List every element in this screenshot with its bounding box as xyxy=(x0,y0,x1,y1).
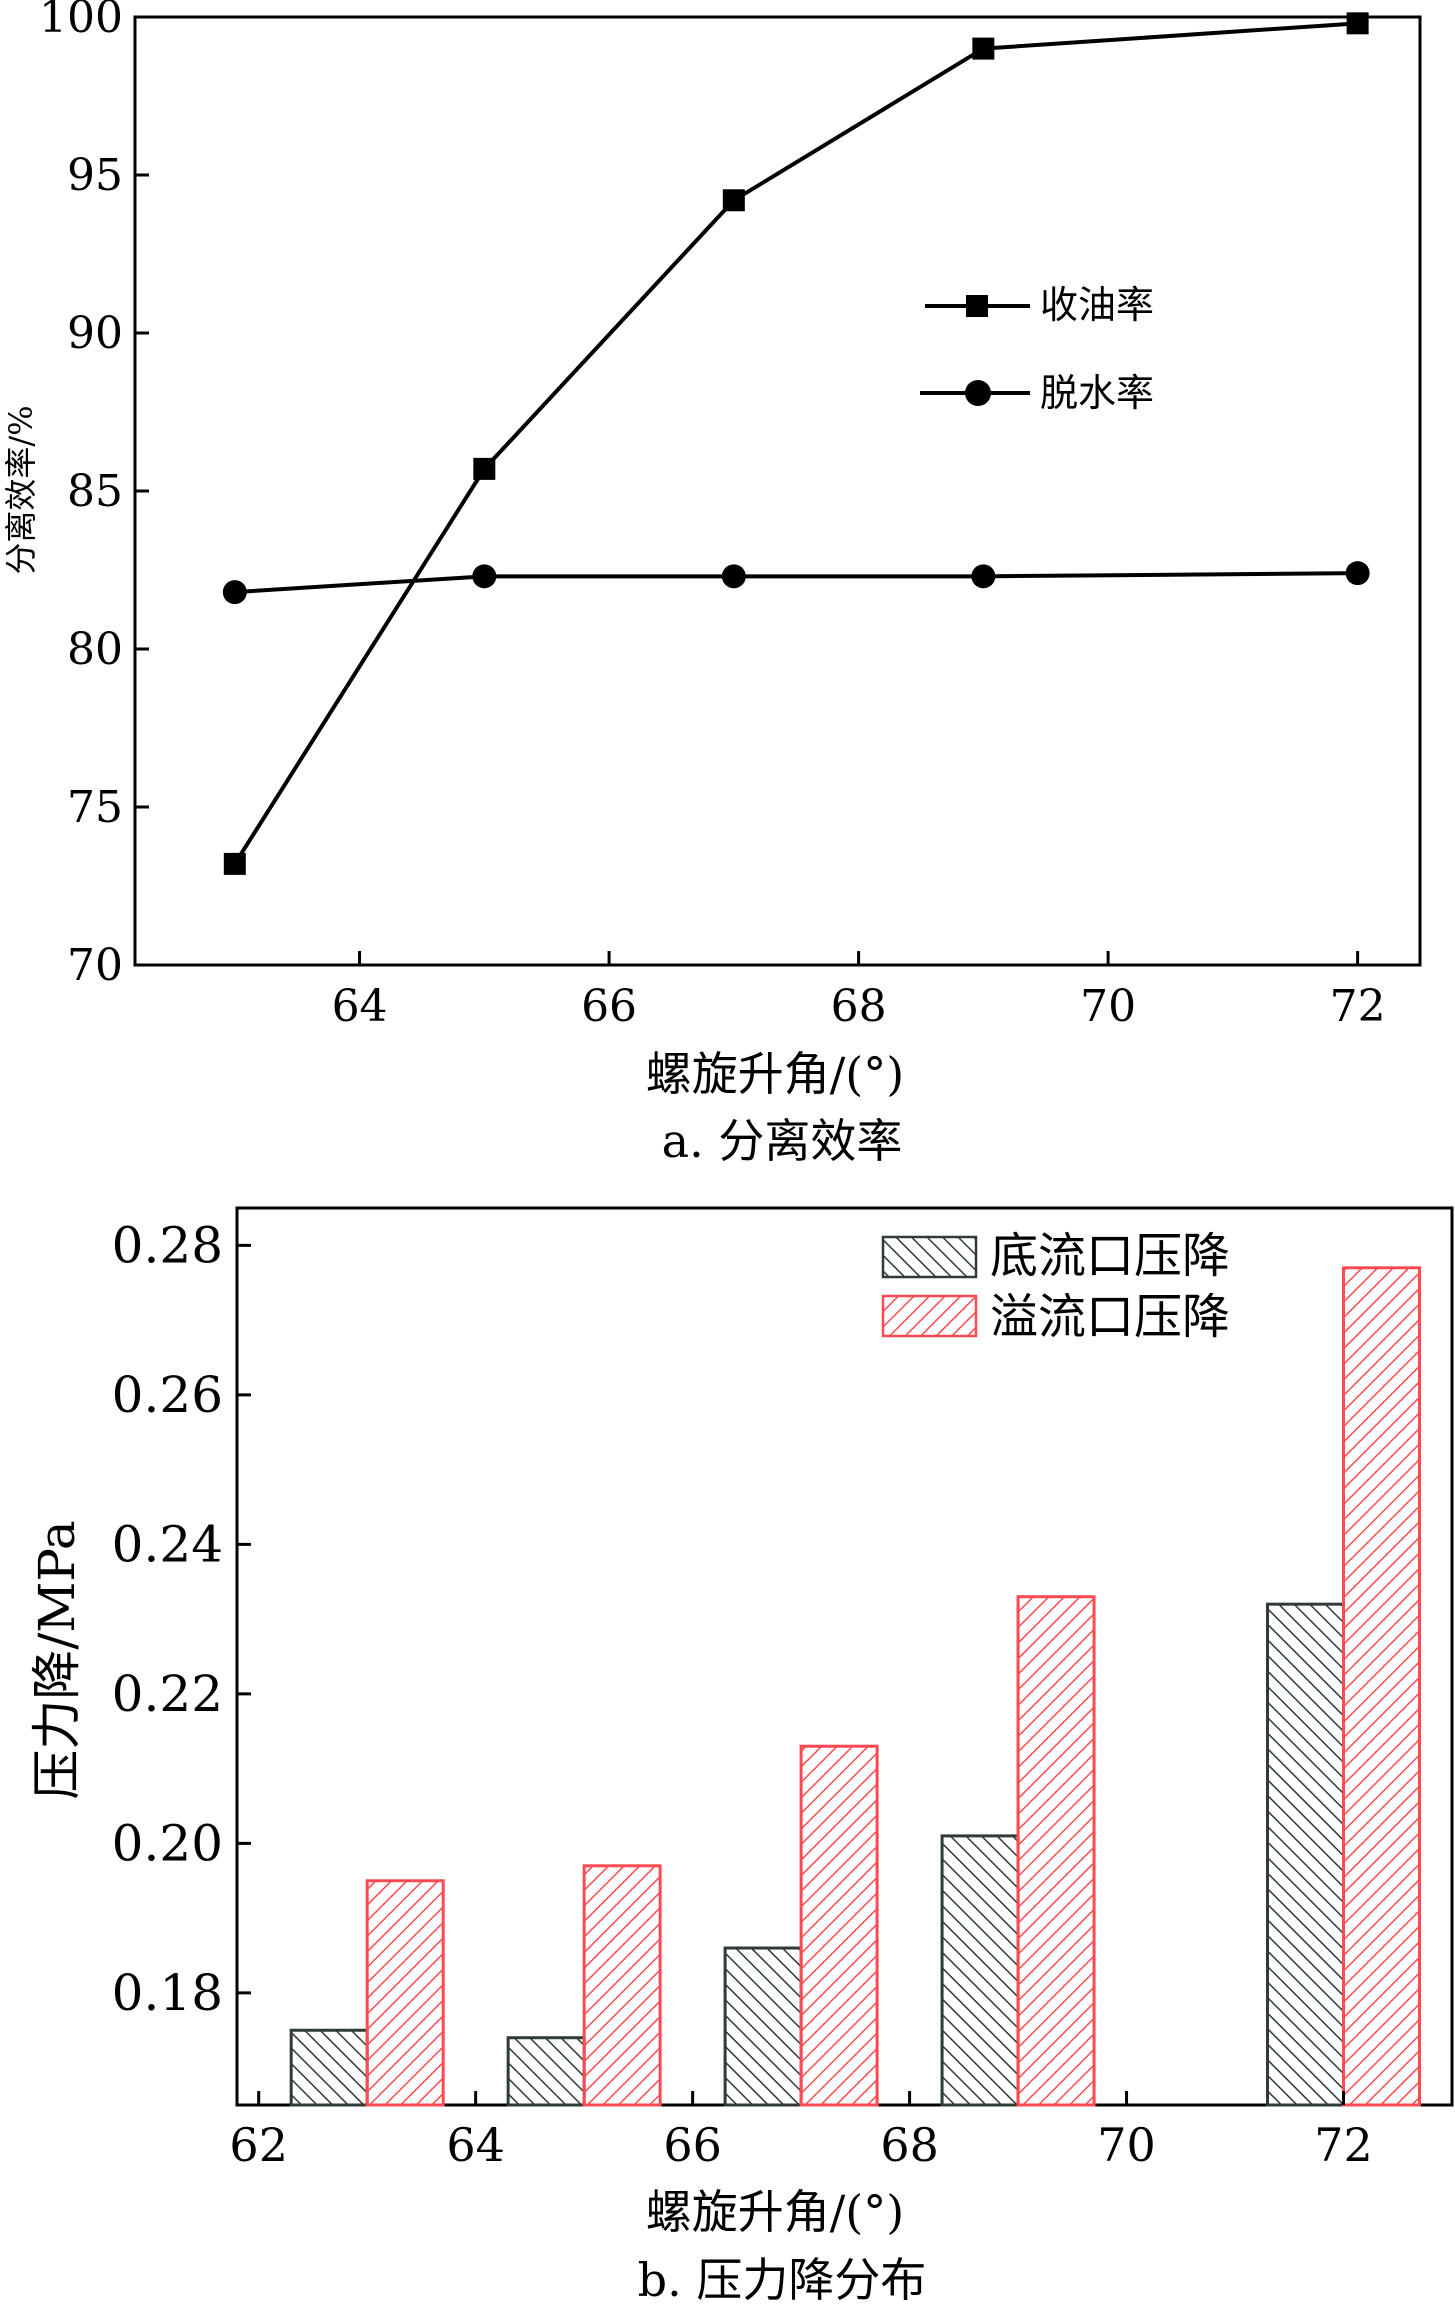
legend-marker-circle xyxy=(965,380,991,406)
data-point-square xyxy=(223,852,246,875)
chart-pressure-drop: 0.18 0.20 0.22 0.24 0.26 0.28 62 64 66 68 70 72 底流… xyxy=(28,1206,1454,2307)
y-tick-label: 0.20 xyxy=(112,1814,223,1872)
x-axis-label: 螺旋升角/(°) xyxy=(646,1047,904,1101)
data-point-square xyxy=(722,189,745,212)
y-tick-label: 70 xyxy=(67,940,123,991)
series-line-dewatering xyxy=(234,571,1358,595)
data-point-square xyxy=(1346,12,1369,35)
x-tick-label: 72 xyxy=(1330,981,1386,1032)
legend: 收油率 脱水率 xyxy=(920,283,1154,415)
bar-overflow xyxy=(799,1744,879,2107)
y-tick-label: 80 xyxy=(67,624,123,675)
legend-swatch-underflow xyxy=(881,1235,978,1279)
bar-underflow xyxy=(289,2028,369,2107)
legend-label-underflow: 底流口压降 xyxy=(990,1228,1230,1284)
bar-overflow xyxy=(1342,1266,1422,2107)
y-tick-label: 95 xyxy=(67,150,123,201)
caption: b. 压力降分布 xyxy=(638,2253,927,2307)
bar-underflow xyxy=(723,1946,803,2107)
data-point-circle xyxy=(472,564,497,589)
y-axis: 0.18 0.20 0.22 0.24 0.26 0.28 xyxy=(112,1216,251,2022)
data-point-circle xyxy=(721,564,746,589)
data-point-square xyxy=(473,457,496,480)
series-layer xyxy=(222,12,1370,875)
data-point-square xyxy=(972,37,995,60)
x-tick-label: 62 xyxy=(229,2118,288,2172)
legend-label-overflow: 溢流口压降 xyxy=(990,1289,1230,1345)
x-tick-label: 66 xyxy=(663,2118,722,2172)
bar-overflow xyxy=(1016,1595,1096,2107)
y-tick-label: 75 xyxy=(67,782,123,833)
bars-layer xyxy=(289,1266,1422,2107)
bar-underflow xyxy=(1266,1602,1346,2107)
legend-label-oil: 收油率 xyxy=(1040,283,1154,327)
x-tick-label: 68 xyxy=(831,981,887,1032)
y-tick-label: 0.22 xyxy=(112,1665,223,1723)
bar-overflow xyxy=(365,1879,445,2107)
legend: 底流口压降 溢流口压降 xyxy=(881,1228,1230,1345)
data-point-circle xyxy=(222,580,247,605)
series-line-oil-recovery xyxy=(233,21,1358,865)
plot-frame xyxy=(133,15,1422,967)
y-axis-label: 分离效率/% xyxy=(2,405,40,574)
x-axis: 62 64 66 68 70 72 xyxy=(229,2091,1373,2172)
x-tick-label: 64 xyxy=(332,981,388,1032)
x-tick-label: 72 xyxy=(1314,2118,1373,2172)
y-tick-label: 0.24 xyxy=(112,1515,223,1573)
x-tick-label: 64 xyxy=(446,2118,505,2172)
data-point-circle xyxy=(971,564,996,589)
x-axis-label: 螺旋升角/(°) xyxy=(646,2185,904,2239)
y-tick-label: 90 xyxy=(67,308,123,359)
x-tick-label: 70 xyxy=(1080,981,1136,1032)
caption: a. 分离效率 xyxy=(662,1114,903,1168)
legend-marker-square xyxy=(966,295,988,317)
y-tick-label: 0.26 xyxy=(112,1366,223,1424)
chart-separation-efficiency: 70 75 80 85 90 95 100 64 66 68 70 72 收油率 脱水率 分离效率/… xyxy=(2,0,1422,1168)
y-tick-label: 0.28 xyxy=(112,1216,223,1274)
x-tick-label: 70 xyxy=(1097,2118,1156,2172)
y-axis: 70 75 80 85 90 95 100 xyxy=(39,0,149,991)
legend-label-water: 脱水率 xyxy=(1040,371,1154,415)
x-tick-label: 68 xyxy=(880,2118,939,2172)
legend-swatch-overflow xyxy=(881,1294,978,1338)
y-axis-label: 压力降/MPa xyxy=(28,1520,86,1799)
bar-overflow xyxy=(582,1864,662,2107)
x-axis: 64 66 68 70 72 xyxy=(332,951,1386,1032)
bar-underflow xyxy=(940,1834,1020,2107)
y-tick-label: 0.18 xyxy=(112,1964,223,2022)
bar-underflow xyxy=(506,2036,586,2107)
y-tick-label: 100 xyxy=(39,0,123,43)
x-tick-label: 66 xyxy=(581,981,637,1032)
data-point-circle xyxy=(1345,561,1370,586)
y-tick-label: 85 xyxy=(67,466,123,517)
